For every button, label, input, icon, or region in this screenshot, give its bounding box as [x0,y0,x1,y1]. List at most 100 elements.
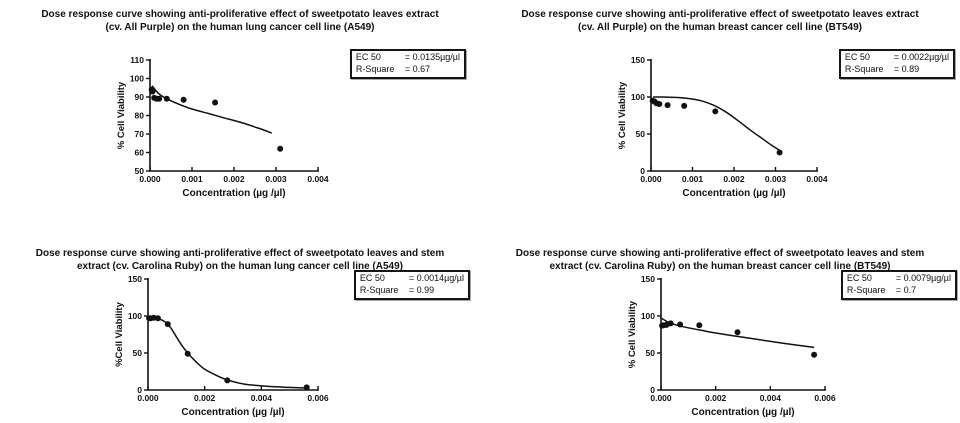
rsquare-row: R-Square = 0.99 [360,285,464,297]
chart-title-line1: Dose response curve showing anti-prolife… [41,9,439,20]
data-point [677,321,684,328]
y-tick-label: 50 [135,166,145,176]
y-axis-title: % Cell Viability [617,81,628,149]
rsquare-label: R-Square [844,63,884,74]
chart-panel-all-purple-a549: Dose response curve showing anti-prolife… [0,0,480,211]
ec50-row: EC 50 = 0.0135µg/µl [356,52,460,64]
chart-panel-carolina-ruby-a549: Dose response curve showing anti-prolife… [0,211,480,423]
rsquare-value: = 0.7 [895,284,917,295]
chart-title-line2: (cv. All Purple) on the human breast can… [578,21,862,33]
y-tick-label: 60 [135,148,145,158]
y-tick-label: 100 [631,92,645,102]
y-tick-label: 70 [135,129,145,139]
x-tick-label: 0.003 [265,174,287,184]
data-point [681,102,688,109]
fit-curve [653,96,781,151]
ec50-label: EC 50 [359,273,385,283]
stats-box: EC 50 = 0.0022µg/µl R-Square = 0.89 [838,49,955,79]
chart-title-line1: Dose response curve showing anti-prolife… [35,248,445,259]
fit-curve [151,85,273,134]
chart-title: Dose response curve showing anti-prolife… [480,9,960,34]
data-point [667,320,674,327]
stats-box: EC 50 = 0.0135µg/µl R-Square = 0.67 [349,49,466,79]
x-tick-label: 0.003 [765,174,787,184]
data-point [164,321,171,328]
data-point [180,96,187,103]
y-tick-label: 90 [135,92,145,102]
data-point [776,149,783,156]
data-point [212,99,219,106]
ec50-label: EC 50 [355,52,381,62]
x-axis-title: Concentration (µg /µl) [182,188,285,199]
y-tick-label: 50 [133,348,143,358]
data-point [156,95,163,102]
data-point [811,351,818,358]
ec50-row: EC 50 = 0.0022µg/µl [845,52,949,64]
y-tick-label: 150 [641,274,655,284]
data-point [277,145,284,152]
rsquare-value: = 0.99 [408,284,435,295]
x-axis-title: Concentration (µg /µl) [181,407,284,418]
ec50-value: = 0.0022µg/µl [893,52,949,62]
y-tick-label: 150 [631,55,645,65]
chart-title: Dose response curve showing anti-prolife… [0,248,480,273]
data-point [163,95,170,102]
rsquare-label: R-Square [359,284,399,295]
data-point [696,322,703,329]
data-point [712,108,719,115]
y-tick-label: 110 [130,55,144,65]
data-point [224,377,231,384]
plot-svg: 0 50 100 150 0.000 0.001 0.002 0.003 0.004 % Cell… [617,55,828,199]
x-tick-label: 0.002 [705,393,727,403]
plot-svg: 0 50 100 150 0.000 0.002 0.004 0.006 % Cell Viab… [627,274,836,418]
y-tick-label: 0 [137,385,142,395]
x-tick-label: 0.002 [194,393,216,403]
x-tick-label: 0.002 [723,174,745,184]
rsquare-row: R-Square = 0.7 [847,285,951,297]
x-axis-title: Concentration (µg /µl) [691,407,794,418]
ec50-value: = 0.0079µg/µl [895,273,951,283]
ec50-label: EC 50 [844,52,870,62]
chart-panel-all-purple-bt549: Dose response curve showing anti-prolife… [480,0,960,211]
rsquare-label: R-Square [355,63,395,74]
x-tick-label: 0.006 [814,393,836,403]
y-axis-title: % Cell Viability [627,300,638,368]
x-tick-label: 0.004 [760,393,782,403]
stats-box: EC 50 = 0.0014µg/µl R-Square = 0.99 [353,270,470,300]
data-point [734,329,741,336]
y-tick-label: 50 [636,129,646,139]
x-tick-label: 0.000 [650,393,672,403]
stats-box: EC 50 = 0.0079µg/µl R-Square = 0.7 [840,270,957,300]
data-point [664,102,671,109]
y-tick-label: 80 [135,111,145,121]
x-tick-label: 0.000 [640,174,662,184]
y-tick-label: 100 [641,311,655,321]
data-point [303,384,310,391]
x-axis-title: Concentration (µg /µl) [682,188,785,199]
y-axis-title: % Cell Viability [116,81,127,149]
y-axis-title: %Cell Viability [114,301,125,366]
y-tick-label: 50 [646,348,656,358]
rsquare-value: = 0.89 [893,63,920,74]
x-tick-label: 0.004 [251,393,273,403]
ec50-label: EC 50 [846,273,872,283]
chart-title-line1: Dose response curve showing anti-prolife… [521,9,919,20]
chart-title: Dose response curve showing anti-prolife… [0,9,480,34]
data-point [149,88,156,95]
x-tick-label: 0.004 [806,174,828,184]
chart-title-line2: extract (cv. Carolina Ruby) on the human… [76,260,403,272]
data-point [656,101,663,107]
plot-svg: 0 50 100 150 0.000 0.002 0.004 0.006 %Cell Viabi… [114,274,329,418]
data-point [154,315,161,322]
x-tick-label: 0.006 [307,393,329,403]
rsquare-label: R-Square [846,284,886,295]
x-tick-label: 0.002 [223,174,245,184]
ec50-value: = 0.0014µg/µl [408,273,464,283]
chart-title: Dose response curve showing anti-prolife… [480,248,960,273]
plot-svg: 50 60 70 80 90 100 110 0.000 0.001 0.002 0.003 0.00… [116,55,329,199]
chart-title-line1: Dose response curve showing anti-prolife… [515,248,925,259]
ec50-row: EC 50 = 0.0079µg/µl [847,273,951,285]
y-tick-label: 150 [128,274,142,284]
chart-title-line2: (cv. All Purple) on the human lung cance… [105,21,375,33]
